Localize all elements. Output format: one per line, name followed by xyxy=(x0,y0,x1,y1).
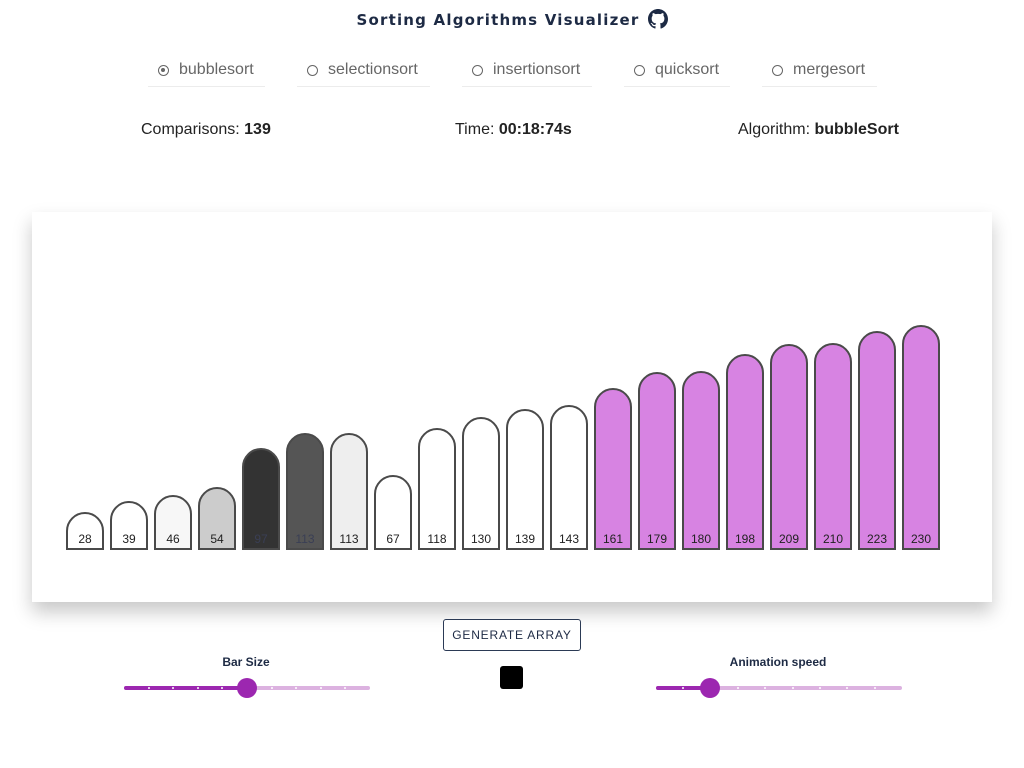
array-bar-value: 46 xyxy=(166,532,180,546)
array-bar-value: 180 xyxy=(690,532,712,546)
array-bar-value: 28 xyxy=(78,532,92,546)
time-label: Time: xyxy=(455,121,499,138)
array-bar: 97 xyxy=(242,448,280,550)
bars-panel: 28 39 46 54 97 113 113 67 118 130 139 143 161 179 180 1… xyxy=(32,212,992,602)
slider-tick xyxy=(147,687,150,689)
radio-mergesort[interactable]: mergesort xyxy=(762,54,877,87)
array-bar-value: 97 xyxy=(254,532,268,546)
array-bar-value: 209 xyxy=(778,532,800,546)
app-title: Sorting Algorithms Visualizer xyxy=(0,9,1024,29)
array-bar: 118 xyxy=(418,428,456,550)
array-bar: 130 xyxy=(462,417,500,550)
radio-quicksort[interactable]: quicksort xyxy=(624,54,730,87)
array-bar: 209 xyxy=(770,344,808,550)
array-bar: 179 xyxy=(638,372,676,550)
array-bar: 67 xyxy=(374,475,412,550)
time-stat: Time: 00:18:74s xyxy=(455,121,572,139)
slider-tick xyxy=(344,687,347,689)
radio-label: quicksort xyxy=(655,61,720,78)
radio-selectionsort[interactable]: selectionsort xyxy=(297,54,430,87)
array-bar-value: 161 xyxy=(602,532,624,546)
bar-size-label: Bar Size xyxy=(222,655,270,669)
radio-unchecked-icon xyxy=(307,64,318,76)
radio-label: bubblesort xyxy=(179,61,254,78)
slider-tick xyxy=(873,687,876,689)
array-bar-value: 179 xyxy=(646,532,668,546)
slider-tick xyxy=(295,687,298,689)
github-icon[interactable] xyxy=(647,9,668,29)
array-bar-value: 113 xyxy=(339,532,359,546)
slider-tick xyxy=(172,687,175,689)
slider-tick xyxy=(319,687,322,689)
array-bar: 210 xyxy=(814,343,852,550)
slider-tick xyxy=(270,687,273,689)
slider-tick xyxy=(819,687,821,689)
array-bar: 230 xyxy=(902,325,940,550)
radio-label: selectionsort xyxy=(328,61,418,78)
array-bar-value: 210 xyxy=(822,532,844,546)
array-bar: 198 xyxy=(726,354,764,550)
array-bar-value: 139 xyxy=(514,532,536,546)
array-bar: 46 xyxy=(154,495,192,550)
array-bar: 54 xyxy=(198,487,236,550)
animation-speed-slider[interactable] xyxy=(656,686,902,690)
array-bar-value: 198 xyxy=(734,532,756,546)
slider-tick xyxy=(682,687,685,689)
bar-size-fill xyxy=(124,686,247,690)
bar-size-thumb[interactable] xyxy=(237,678,257,698)
slider-tick xyxy=(764,687,767,689)
slider-tick xyxy=(737,687,739,689)
radio-checked-icon xyxy=(158,64,169,76)
radio-label: insertionsort xyxy=(493,61,581,78)
algorithm-value: bubbleSort xyxy=(814,121,899,138)
radio-unchecked-icon xyxy=(772,64,783,76)
array-bar: 139 xyxy=(506,409,544,550)
array-bar: 180 xyxy=(682,371,720,550)
comparisons-stat: Comparisons: 139 xyxy=(141,121,271,139)
array-bar: 113 xyxy=(330,433,368,550)
array-bar: 223 xyxy=(858,331,896,550)
algorithm-stat: Algorithm: bubbleSort xyxy=(738,121,899,139)
slider-tick xyxy=(846,687,849,689)
animation-speed-thumb[interactable] xyxy=(700,678,721,698)
algorithm-label: Algorithm: xyxy=(738,121,815,138)
array-bar-value: 143 xyxy=(558,532,580,546)
array-bar: 113 xyxy=(286,433,324,550)
radio-label: mergesort xyxy=(793,61,866,78)
array-bar-value: 67 xyxy=(386,532,400,546)
array-bar-value: 118 xyxy=(427,532,447,546)
array-bar-value: 39 xyxy=(122,532,136,546)
array-bar-value: 113 xyxy=(295,532,315,546)
radio-insertionsort[interactable]: insertionsort xyxy=(462,54,592,87)
animation-speed-label: Animation speed xyxy=(729,655,827,669)
array-bar: 143 xyxy=(550,405,588,550)
comparisons-value: 139 xyxy=(244,121,271,138)
radio-unchecked-icon xyxy=(634,64,645,76)
array-bar: 28 xyxy=(66,512,104,550)
array-bar-value: 230 xyxy=(910,532,932,546)
array-bar: 39 xyxy=(110,501,148,550)
array-bar-value: 54 xyxy=(210,532,224,546)
radio-bubblesort[interactable]: bubblesort xyxy=(148,54,265,87)
array-bar-value: 130 xyxy=(470,532,492,546)
slider-tick xyxy=(221,687,224,689)
slider-tick xyxy=(791,687,794,689)
slider-tick xyxy=(196,687,199,689)
radio-unchecked-icon xyxy=(472,64,483,76)
generate-array-button[interactable]: GENERATE ARRAY xyxy=(443,619,581,651)
stop-button[interactable] xyxy=(500,666,523,689)
time-value: 00:18:74s xyxy=(498,121,572,138)
app-title-text: Sorting Algorithms Visualizer xyxy=(356,11,640,29)
array-bar: 161 xyxy=(594,388,632,550)
comparisons-label: Comparisons: xyxy=(141,121,245,138)
array-bar-value: 223 xyxy=(866,532,888,546)
